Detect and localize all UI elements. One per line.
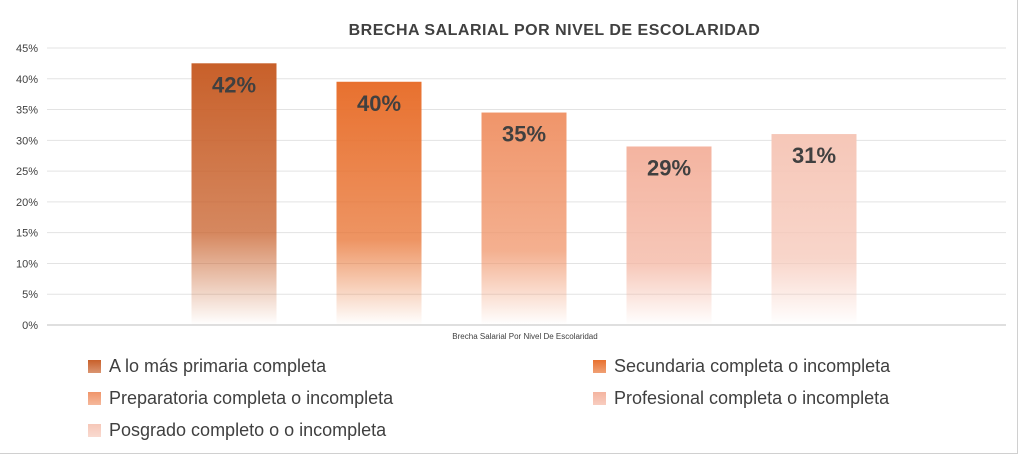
legend-swatch [88, 360, 101, 373]
x-axis-label: Brecha Salarial Por Nivel De Escolaridad [452, 332, 598, 341]
legend-item: Preparatoria completa o incompleta [88, 388, 393, 409]
y-tick-label: 35% [16, 105, 38, 117]
legend-item: Profesional completa o incompleta [593, 388, 889, 409]
chart-title: BRECHA SALARIAL POR NIVEL DE ESCOLARIDAD [348, 22, 761, 39]
legend-swatch [593, 392, 606, 405]
legend-label: Posgrado completo o o incompleta [109, 420, 387, 440]
legend-item: A lo más primaria completa [88, 356, 326, 377]
y-tick-label: 30% [16, 135, 38, 147]
y-tick-label: 5% [22, 289, 38, 301]
legend-item: Posgrado completo o o incompleta [88, 420, 386, 441]
legend-label: Preparatoria completa o incompleta [109, 388, 394, 408]
y-tick-label: 10% [16, 258, 38, 270]
y-tick-label: 20% [16, 197, 38, 209]
chart-border-bottom [0, 453, 1018, 454]
legend-swatch [88, 424, 101, 437]
bar-2 [336, 81, 422, 325]
bar-top-edge [481, 112, 567, 115]
bar-top-edge [191, 63, 277, 66]
data-label: 42% [212, 72, 256, 97]
legend-label: A lo más primaria completa [109, 356, 327, 376]
bar-1 [191, 63, 277, 326]
bar-top-edge [336, 81, 422, 84]
y-tick-label: 45% [16, 43, 38, 55]
data-label: 29% [647, 155, 691, 180]
bar-top-edge [771, 134, 857, 137]
y-tick-label: 25% [16, 166, 38, 178]
bar-3 [481, 112, 567, 325]
bar-5 [771, 134, 857, 325]
y-tick-label: 15% [16, 228, 38, 240]
legend-swatch [593, 360, 606, 373]
legend-label: Profesional completa o incompleta [614, 388, 890, 408]
y-tick-label: 0% [22, 320, 38, 332]
bar-4 [626, 146, 712, 325]
data-label: 40% [357, 91, 401, 116]
data-label: 35% [502, 122, 546, 147]
data-label: 31% [792, 143, 836, 168]
y-tick-label: 40% [16, 74, 38, 86]
legend-item: Secundaria completa o incompleta [593, 356, 890, 377]
bar-top-edge [626, 146, 712, 149]
legend-swatch [88, 392, 101, 405]
legend-label: Secundaria completa o incompleta [614, 356, 891, 376]
chart-border-right [1017, 0, 1018, 453]
